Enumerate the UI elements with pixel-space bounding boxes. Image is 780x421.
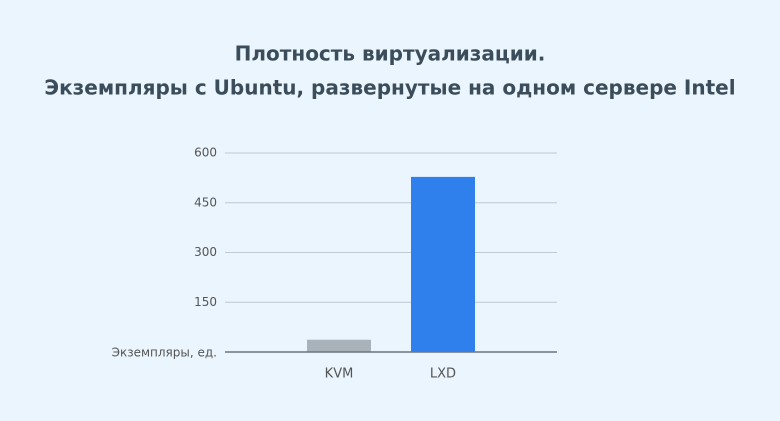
x-tick-label: KVM: [325, 367, 354, 382]
bar: [307, 339, 371, 352]
y-tick-label: 150: [194, 295, 217, 309]
y-tick-label: 300: [194, 245, 217, 259]
x-tick-label: LXD: [430, 367, 456, 382]
chart-subtitle: Экземпляры с Ubuntu, развернутые на одно…: [44, 76, 735, 100]
bar: [411, 176, 475, 352]
y-tick-label: 450: [194, 195, 217, 209]
y-axis-label: Экземпляры, ед.: [112, 346, 217, 360]
chart-title: Плотность виртуализации.: [235, 42, 546, 66]
y-tick-label: 600: [194, 146, 217, 160]
